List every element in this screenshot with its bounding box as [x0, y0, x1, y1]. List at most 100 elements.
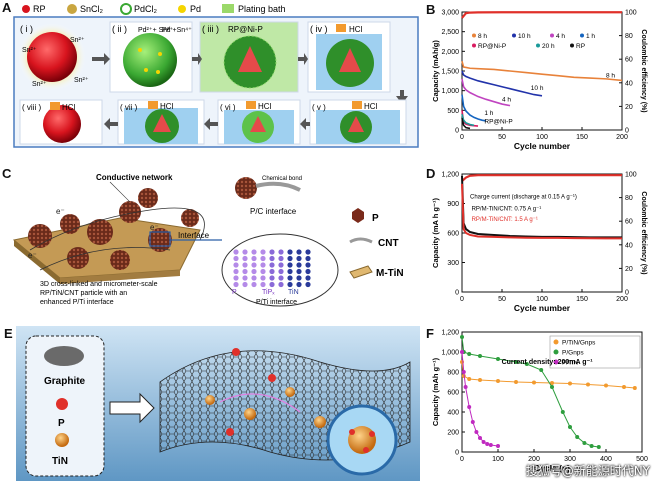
y-tick-label: 0 — [455, 128, 459, 135]
legend-marker — [472, 43, 476, 48]
atom — [278, 249, 284, 255]
svg-text:P: P — [232, 289, 237, 296]
data-point — [582, 441, 587, 445]
atom — [269, 281, 275, 288]
plot-frame — [461, 11, 623, 131]
data-point — [474, 430, 479, 434]
caption-line: 3D cross-linked and micrometer-scale — [40, 281, 158, 288]
x-tick-label: 0 — [460, 456, 464, 463]
series-line — [461, 78, 511, 107]
arrow-right-icon — [109, 392, 155, 424]
atom — [305, 255, 311, 262]
legend-entry: P/TiN — [562, 360, 578, 367]
atom — [233, 268, 239, 275]
annotation: 10 h — [531, 85, 544, 92]
atom — [287, 275, 293, 281]
data-point — [461, 370, 466, 374]
rp-legend-icon — [22, 5, 30, 13]
y-axis-label: Capacity (mAh/g) — [431, 40, 440, 102]
svg-text:HCl: HCl — [62, 103, 76, 112]
panel-e: E Graphite P TiN — [0, 322, 422, 483]
svg-text:e⁻: e⁻ — [150, 223, 159, 232]
legend-entry: 20 h — [542, 43, 555, 50]
y2-tick-label: 40 — [625, 242, 633, 249]
atom — [278, 268, 284, 275]
arrow-down-icon — [396, 90, 408, 104]
y2-tick-label: 80 — [625, 195, 633, 202]
step-i: ( i ) Sn²⁺ Sn²⁺ Sn²⁺ Sn²⁺ — [18, 23, 89, 91]
legend-box — [549, 335, 641, 369]
x-tick-label: 200 — [616, 134, 628, 141]
svg-text:HCl: HCl — [349, 25, 363, 34]
legend-marker — [553, 359, 559, 365]
atom — [305, 262, 311, 268]
legend-pdcl2: PdCl₂ — [134, 4, 158, 14]
data-point — [568, 425, 572, 429]
svg-text:Pd²⁺+ Sn²⁺: Pd²⁺+ Sn²⁺ — [138, 27, 174, 34]
atom — [305, 249, 311, 255]
atom — [260, 262, 266, 268]
plating-bath-legend-icon — [222, 4, 234, 13]
svg-text:( viii ): ( viii ) — [22, 103, 41, 112]
arrow-icon — [298, 53, 308, 65]
atom — [242, 268, 248, 275]
panel-a: A RP — [0, 0, 422, 150]
legend-entry: RP — [576, 43, 585, 50]
p-label: P — [58, 418, 65, 429]
atom — [251, 268, 257, 275]
panel-label: A — [2, 0, 12, 15]
data-point — [589, 444, 594, 448]
step-ii: ( ii ) Pd²⁺+ Sn²⁺ Pd +Sn⁴⁺ — [109, 21, 193, 93]
step-iv: ( iv ) HCl — [307, 21, 391, 93]
svg-text:P: P — [372, 213, 379, 224]
legend-entry: P/TiN/Gnps — [562, 340, 596, 347]
svg-text:( ii ): ( ii ) — [112, 24, 127, 34]
series-line — [461, 114, 475, 127]
legend-marker — [512, 33, 516, 38]
y-tick-label: 600 — [447, 231, 459, 238]
atom — [233, 275, 239, 281]
x-axis-label: Cycle number — [514, 303, 571, 313]
data-point — [488, 443, 493, 447]
x-tick-label: 100 — [536, 296, 548, 303]
y-tick-label: 2,000 — [441, 49, 459, 56]
panel-label: E — [4, 326, 13, 341]
y-tick-label: 600 — [447, 390, 459, 397]
annotation: Current density: 200mA g⁻¹ — [502, 359, 594, 366]
tin-label: TiN — [52, 456, 68, 467]
x-tick-label: 100 — [536, 134, 548, 141]
atom — [251, 281, 257, 288]
particle — [60, 214, 80, 234]
y2-tick-label: 100 — [625, 10, 637, 17]
legend-pd: Pd — [190, 4, 201, 14]
data-point — [485, 442, 490, 446]
atom — [305, 275, 311, 281]
atom — [242, 249, 248, 255]
plot-frame — [461, 173, 623, 293]
data-point — [467, 377, 472, 381]
atom — [296, 275, 302, 281]
x-tick-label: 0 — [460, 296, 464, 303]
atom — [260, 268, 266, 275]
step-v: ( v ) HCl — [309, 99, 407, 145]
atom — [296, 262, 302, 268]
svg-text:Pd +Sn⁴⁺: Pd +Sn⁴⁺ — [162, 27, 192, 34]
atom — [260, 275, 266, 281]
data-point — [514, 380, 518, 384]
panel-label: F — [426, 326, 434, 341]
atom — [296, 255, 302, 262]
svg-text:Sn²⁺: Sn²⁺ — [32, 81, 47, 88]
y-tick-label: 500 — [447, 108, 459, 115]
legend-rp: RP — [33, 4, 46, 14]
data-point — [596, 445, 601, 449]
ce-series-line — [461, 11, 622, 19]
data-point — [496, 357, 500, 361]
y2-tick-label: 80 — [625, 33, 633, 40]
panel-d: D 0 50 100 150 200 0 300 600 900 1,200 Cycle numbe… — [422, 162, 660, 322]
atom — [287, 262, 293, 268]
series-line — [461, 118, 471, 130]
y-tick-label: 1,000 — [441, 350, 459, 357]
atom — [233, 281, 239, 288]
